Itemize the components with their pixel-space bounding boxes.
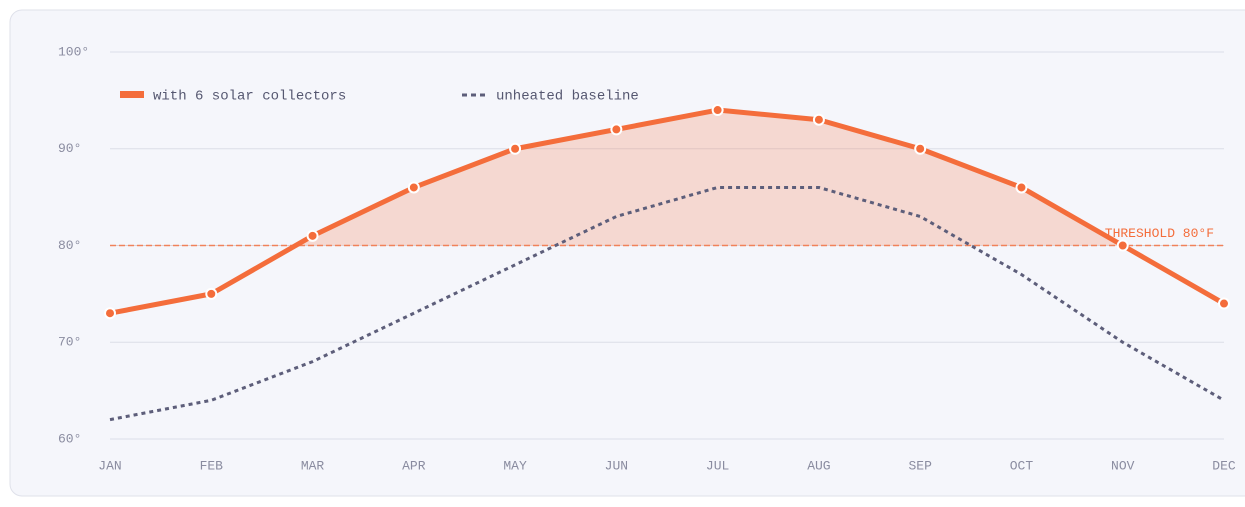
point (306, 229, 319, 242)
point (711, 104, 724, 117)
x-tick-label: AUG (807, 458, 830, 473)
solar-line (109, 107, 1226, 316)
point (610, 123, 623, 136)
x-tick-label: JUL (706, 458, 729, 473)
y-tick-label: 70° (58, 335, 81, 350)
threshold-label: THRESHOLD 80°F (1105, 226, 1214, 241)
point (812, 113, 825, 126)
card (9, 9, 1245, 497)
baseline-line (109, 185, 1225, 422)
legend-label: with 6 solar collectors (153, 89, 346, 105)
y-tick-label: 90° (58, 141, 81, 156)
x-tick-label: JAN (98, 458, 121, 473)
y-tick-label: 60° (58, 431, 81, 446)
point (1116, 239, 1129, 252)
point (205, 287, 218, 300)
y-tick-label: 100° (58, 44, 89, 59)
x-tick-label: MAY (503, 458, 527, 473)
point (509, 142, 522, 155)
point (407, 181, 420, 194)
legend-swatch (120, 91, 144, 98)
x-tick-label: JUN (605, 458, 628, 473)
area-fill (110, 110, 1224, 246)
point (1015, 181, 1028, 194)
y-tick-label: 80° (58, 238, 81, 253)
x-tick-label: FEB (200, 458, 224, 473)
point (914, 142, 927, 155)
x-tick-label: MAR (301, 458, 325, 473)
x-tick-label: OCT (1010, 458, 1034, 473)
x-tick-label: NOV (1111, 458, 1135, 473)
legend-label: unheated baseline (496, 89, 639, 105)
x-tick-label: APR (402, 458, 426, 473)
x-tick-label: SEP (908, 458, 932, 473)
point (104, 307, 116, 320)
point (1218, 297, 1230, 310)
x-tick-label: DEC (1212, 458, 1236, 473)
